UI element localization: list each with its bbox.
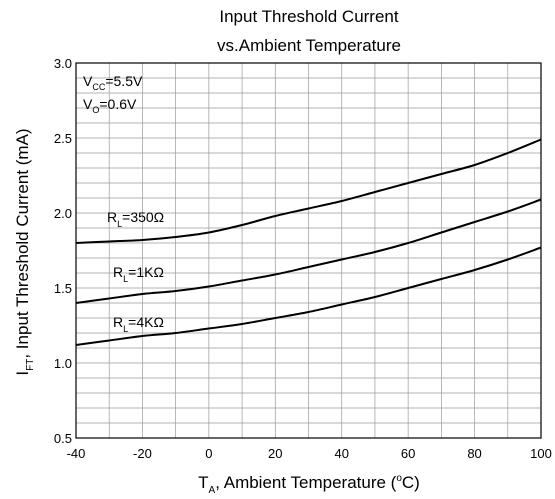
x-tick-label: 0 [205, 446, 212, 461]
y-tick-label: 2.5 [54, 131, 72, 146]
x-tick-label: 80 [467, 446, 481, 461]
y-tick-label: 1.5 [54, 281, 72, 296]
series-line [75, 246, 542, 346]
vo-condition: VO=0.6V [83, 96, 137, 115]
x-tick-label: 20 [268, 446, 282, 461]
chart-title-line-1: Input Threshold Current [219, 7, 399, 26]
y-tick-label: 0.5 [54, 431, 72, 446]
x-tick-label: 60 [401, 446, 415, 461]
grid [76, 63, 541, 438]
x-tick-label: -20 [133, 446, 152, 461]
series-lines [75, 138, 542, 346]
series-line [75, 138, 542, 244]
plot-frame [75, 62, 542, 439]
vcc-condition: VCC=5.5V [83, 73, 143, 92]
tick-labels: -40 -20 0 20 40 60 80 100 0.5 1.0 1.5 2.0 2.5 3.0 [54, 56, 552, 461]
x-axis-label: TA, Ambient Temperature (oC) [198, 473, 420, 496]
x-tick-label: -40 [67, 446, 86, 461]
series-label-rl-4k: RL=4KΩ [113, 314, 164, 334]
y-tick-label: 2.0 [54, 206, 72, 221]
series-label-rl-1k: RL=1KΩ [113, 264, 164, 284]
y-axis-label: IFT, Input Threshold Current (mA) [13, 128, 36, 375]
chart-title-line-2: vs.Ambient Temperature [217, 36, 401, 55]
series-label-rl-350: RL=350Ω [107, 209, 164, 229]
x-tick-label: 40 [334, 446, 348, 461]
y-tick-label: 1.0 [54, 356, 72, 371]
series-line [75, 198, 542, 304]
y-tick-label: 3.0 [54, 56, 72, 71]
x-tick-label: 100 [530, 446, 552, 461]
